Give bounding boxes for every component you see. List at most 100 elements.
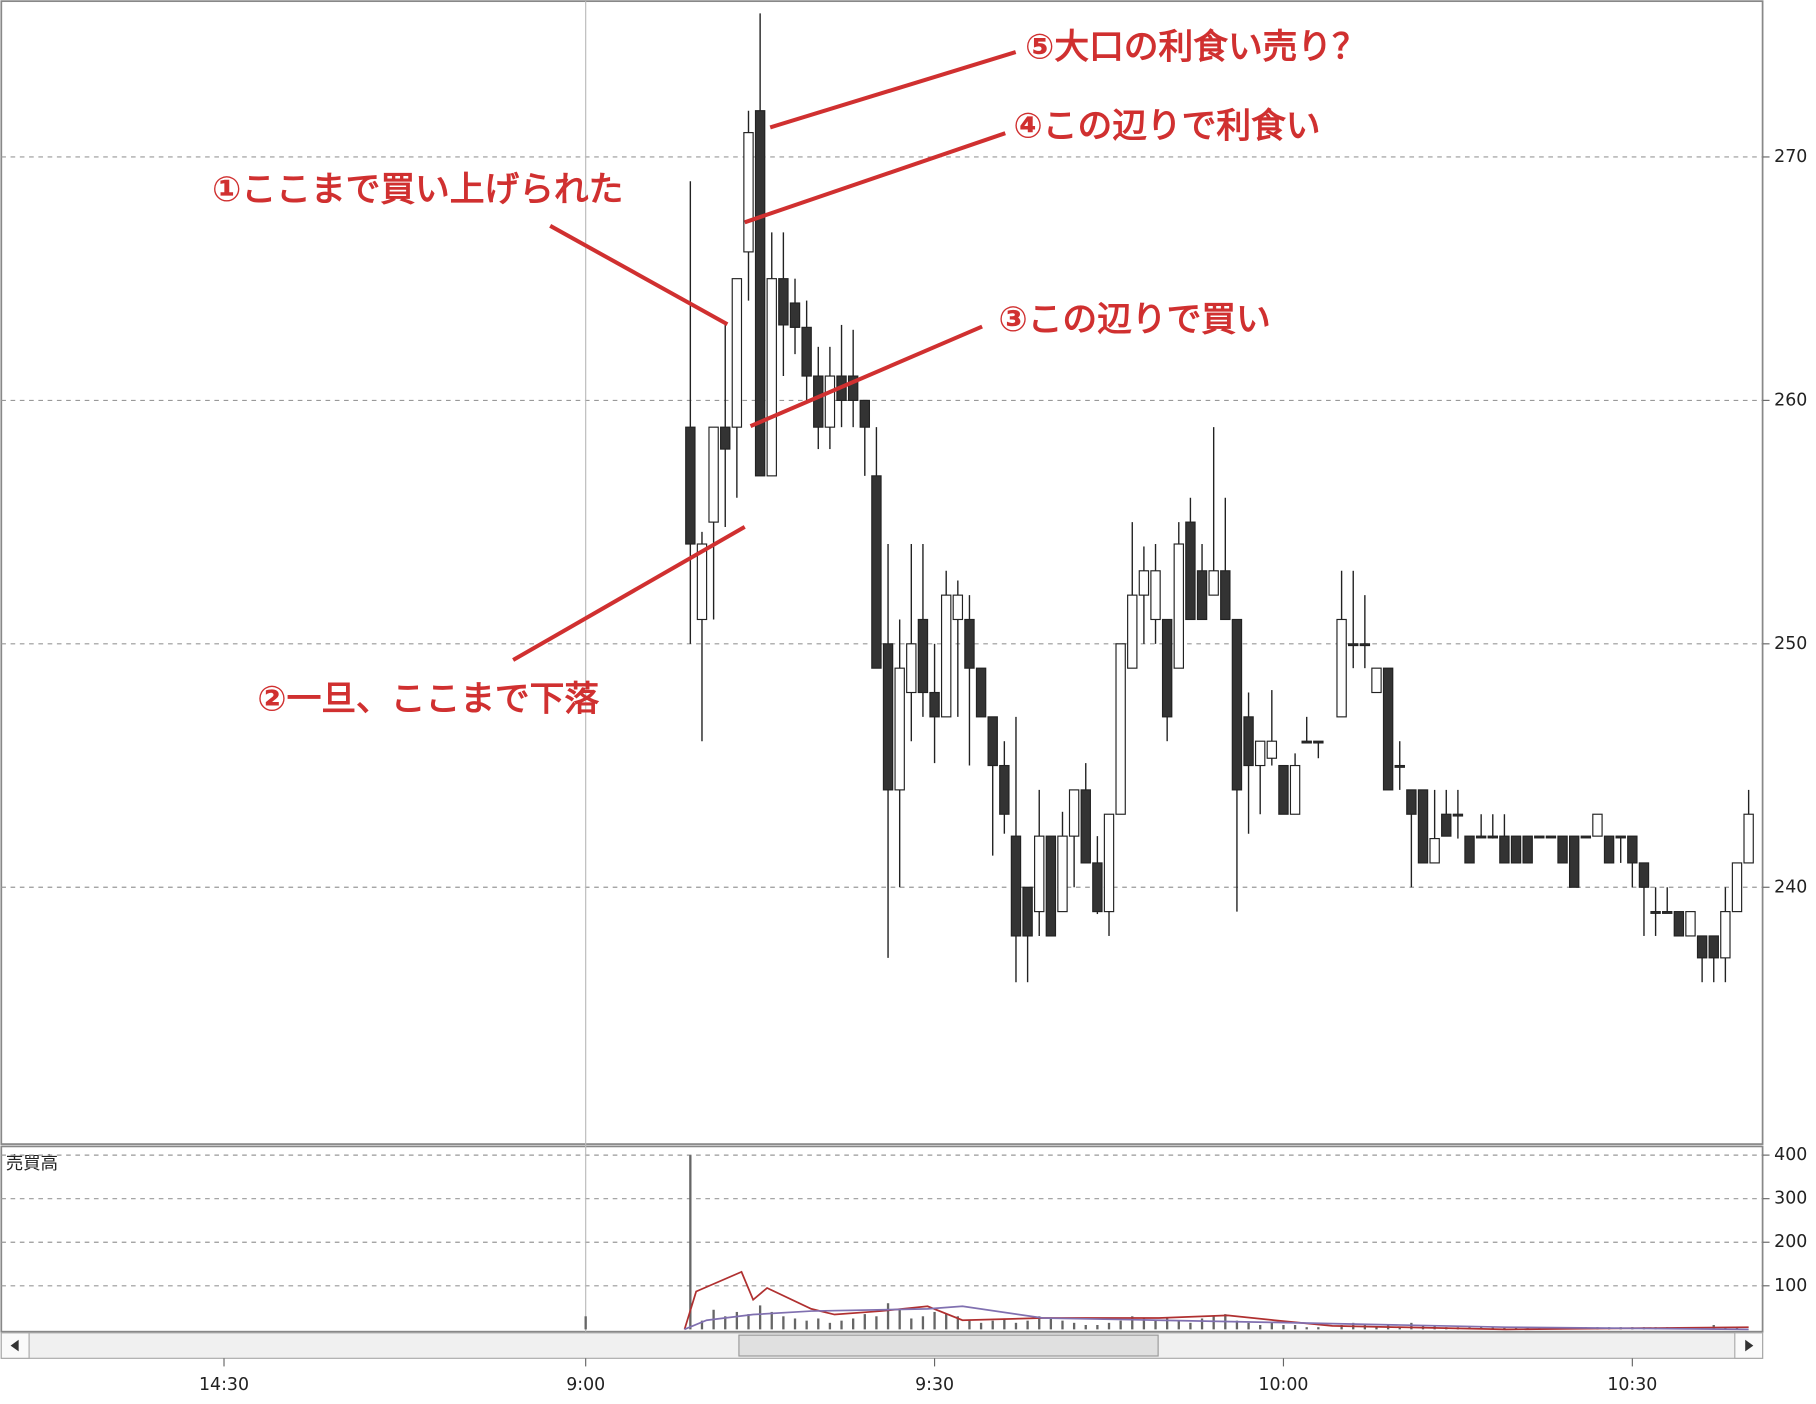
- annotation-arrow: [512, 525, 746, 662]
- candle-body: [1185, 521, 1196, 621]
- y-tick-label: 260: [1774, 390, 1807, 410]
- volume-average-line: [684, 1305, 1749, 1331]
- candle-body: [1708, 935, 1719, 959]
- candle-body: [696, 543, 708, 621]
- y-tick-label: 100: [1774, 1276, 1807, 1296]
- candle-body: [1464, 835, 1475, 864]
- annotation: ④この辺りで利食い: [1013, 105, 1320, 146]
- annotation-arrow: [769, 50, 1017, 130]
- candle-body: [1022, 886, 1033, 937]
- candle-body: [743, 132, 754, 253]
- annotation-arrow: [549, 224, 729, 327]
- annotation-arrow: [744, 131, 1006, 225]
- y-tick-label: 240: [1774, 877, 1807, 897]
- y-tick-label: 270: [1774, 147, 1807, 167]
- y-tick-label: 200: [1774, 1232, 1807, 1252]
- candle-body: [685, 426, 696, 545]
- annotation-arrow: [749, 324, 983, 428]
- candle-body: [824, 375, 836, 428]
- candle-body: [1487, 835, 1498, 839]
- y-tick-label: 400: [1774, 1145, 1807, 1165]
- candle-body: [1092, 862, 1103, 913]
- candle-body: [1615, 835, 1626, 839]
- candle-body: [1103, 813, 1115, 913]
- candle-body: [778, 278, 789, 326]
- candle-body: [1371, 667, 1382, 694]
- candle-body: [1638, 862, 1650, 888]
- candle-body: [847, 375, 859, 401]
- candle-body: [1348, 643, 1359, 647]
- candle-body: [1289, 764, 1301, 815]
- candle-body: [952, 594, 964, 621]
- candle-body: [1208, 570, 1219, 596]
- candle-body: [1150, 570, 1161, 621]
- candle-body: [1441, 813, 1452, 837]
- x-tick-label: 9:30: [915, 1375, 954, 1395]
- volume-panel: [0, 1145, 1764, 1333]
- annotation: ②一旦、ここまで下落: [257, 680, 599, 720]
- candle-body: [1696, 935, 1708, 959]
- candle-body: [1034, 835, 1045, 913]
- scroll-right-arrow: [1745, 1339, 1754, 1352]
- candle-body: [1057, 835, 1068, 913]
- y-tick-label: 250: [1774, 634, 1807, 654]
- candle-body: [1603, 835, 1615, 864]
- candle-body: [1510, 835, 1522, 864]
- candle-body: [906, 643, 917, 694]
- candle-body: [1359, 643, 1371, 647]
- candle-body: [1220, 570, 1231, 621]
- candle-body: [1254, 740, 1266, 767]
- candle-body: [1534, 835, 1545, 839]
- candle-body: [1115, 643, 1126, 815]
- candle-body: [1475, 835, 1487, 839]
- candle-body: [766, 278, 777, 477]
- annotation: ③この辺りで買い: [998, 300, 1270, 340]
- candle-body: [871, 475, 882, 669]
- candle-body: [720, 426, 731, 450]
- candle-body: [1592, 813, 1603, 837]
- candle-body: [1720, 911, 1731, 959]
- candle-body: [1313, 740, 1324, 744]
- annotation: ⑤大口の利食い売り？: [1025, 27, 1367, 68]
- candle-body: [1743, 813, 1754, 864]
- candle-body: [1417, 789, 1429, 864]
- candle-body: [1580, 835, 1592, 839]
- candle-body: [1196, 570, 1208, 621]
- candle-body: [1522, 835, 1533, 864]
- candle-body: [859, 399, 871, 428]
- candle-body: [801, 326, 812, 377]
- x-tick-label: 9:00: [566, 1375, 605, 1395]
- candle-body: [929, 691, 940, 718]
- candle-body: [1301, 740, 1312, 744]
- candle-body: [1452, 813, 1464, 817]
- candle-body: [1382, 667, 1394, 791]
- candle-body: [1173, 543, 1184, 669]
- annotation: ①ここまで買い上げられた: [212, 170, 623, 210]
- candle-body: [987, 716, 998, 767]
- candle-body: [708, 426, 719, 523]
- candle-body: [789, 302, 801, 328]
- candle-body: [1557, 835, 1568, 864]
- scroll-left-arrow: [10, 1339, 19, 1352]
- scrollbar-thumb[interactable]: [738, 1334, 1159, 1357]
- volume-title: 売買高: [6, 1154, 58, 1174]
- candle-body: [1406, 789, 1417, 815]
- x-tick-label: 10:00: [1258, 1375, 1308, 1395]
- candle-body: [1662, 911, 1673, 914]
- candle-body: [1080, 789, 1091, 864]
- candle-body: [1266, 740, 1278, 759]
- candle-body: [1127, 594, 1138, 669]
- candle-body: [1731, 862, 1743, 913]
- candle-body: [1336, 618, 1347, 718]
- candle-body: [1685, 911, 1696, 937]
- candle-body: [964, 618, 975, 669]
- candle-body: [1627, 835, 1638, 864]
- candle-body: [917, 618, 929, 694]
- candle-body: [1068, 789, 1080, 837]
- candle-body: [1545, 835, 1557, 839]
- candle-body: [1650, 911, 1661, 914]
- candle-body: [1231, 618, 1243, 791]
- x-tick-label: 14:30: [199, 1375, 249, 1395]
- candle-body: [1010, 835, 1022, 937]
